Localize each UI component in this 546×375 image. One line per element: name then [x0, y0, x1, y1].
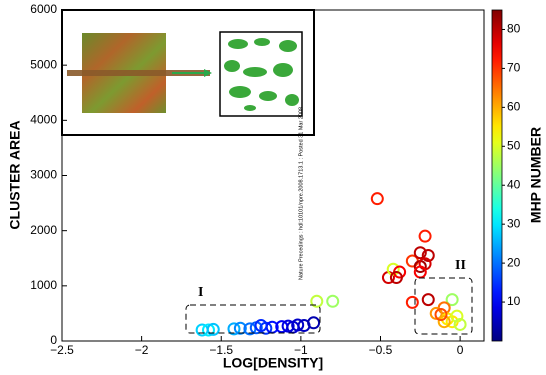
x-tick-label: −1	[294, 343, 308, 357]
x-tick-label: −0.5	[369, 343, 393, 357]
y-tick-label: 3000	[30, 168, 57, 182]
x-tick-label: −1.5	[209, 343, 233, 357]
point	[407, 297, 418, 308]
colorbar	[492, 10, 502, 341]
marks	[197, 193, 466, 335]
inset	[62, 10, 314, 135]
point	[423, 294, 434, 305]
colorbar-tick-label: 40	[507, 177, 521, 191]
point	[327, 296, 338, 307]
point	[420, 231, 431, 242]
colorbar-tick-label: 10	[507, 294, 521, 308]
chart: I II Nature Precedings : hdl:10101/npre.…	[0, 0, 546, 375]
y-tick-label: 5000	[30, 57, 57, 71]
y-tick-label: 4000	[30, 113, 57, 127]
colorbar-tick-label: 20	[507, 255, 521, 269]
colorbar-tick-label: 60	[507, 100, 521, 114]
y-tick-label: 0	[50, 333, 57, 347]
x-tick-label: −2	[135, 343, 149, 357]
group-label: II	[455, 258, 466, 273]
y-tick-label: 6000	[30, 2, 57, 16]
point	[372, 193, 383, 204]
colorbar-tick-label: 80	[507, 22, 521, 36]
y-tick-label: 2000	[30, 223, 57, 237]
watermark: Nature Precedings : hdl:10101/npre.2008.…	[298, 107, 304, 280]
group-label: I	[198, 285, 203, 300]
y-axis-title: CLUSTER AREA	[7, 120, 23, 229]
colorbar-tick-label: 50	[507, 138, 521, 152]
x-tick-label: 0	[457, 343, 464, 357]
point	[439, 302, 450, 313]
colorbar-tick-label: 70	[507, 61, 521, 75]
x-axis-title: LOG[DENSITY]	[223, 355, 323, 371]
group-box	[415, 278, 472, 334]
y-tick-label: 1000	[30, 278, 57, 292]
colorbar-title: MHP NUMBER	[528, 127, 544, 223]
colorbar-tick-label: 30	[507, 216, 521, 230]
